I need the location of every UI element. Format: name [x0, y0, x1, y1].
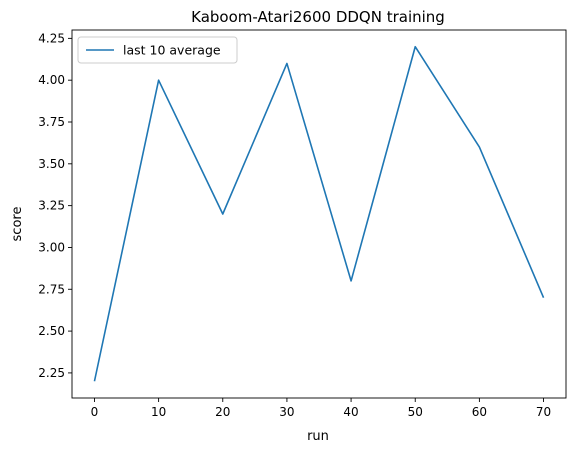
y-tick-label: 3.00 — [38, 240, 65, 254]
x-tick-label: 20 — [215, 405, 230, 419]
x-tick-label: 60 — [472, 405, 487, 419]
y-tick-label: 4.00 — [38, 73, 65, 87]
y-tick-label: 3.25 — [38, 199, 65, 213]
x-tick-label: 0 — [91, 405, 99, 419]
x-tick-label: 40 — [343, 405, 358, 419]
y-axis-label: score — [10, 207, 25, 242]
series-line — [93, 45, 545, 382]
chart-title: Kaboom-Atari2600 DDQN training — [191, 8, 445, 26]
y-tick-label: 3.50 — [38, 157, 65, 171]
axes-frame — [71, 29, 567, 399]
x-tick-label: 70 — [536, 405, 551, 419]
x-tick-label: 10 — [151, 405, 166, 419]
y-tick-label: 2.75 — [38, 282, 65, 296]
x-axis-label: run — [307, 429, 329, 444]
x-tick-label: 30 — [279, 405, 294, 419]
x-tick-label: 50 — [408, 405, 423, 419]
legend-label: last 10 average — [123, 43, 221, 58]
plot-area: 0 10 20 30 40 50 60 70 2.25 2.50 2.75 3.00 3.25 3.50 3… — [38, 29, 567, 419]
y-tick-label: 2.50 — [38, 324, 65, 338]
y-tick-label: 3.75 — [38, 115, 65, 129]
legend-box — [77, 36, 238, 64]
y-tick-label: 4.25 — [38, 31, 65, 45]
y-tick-label: 2.25 — [38, 366, 65, 380]
